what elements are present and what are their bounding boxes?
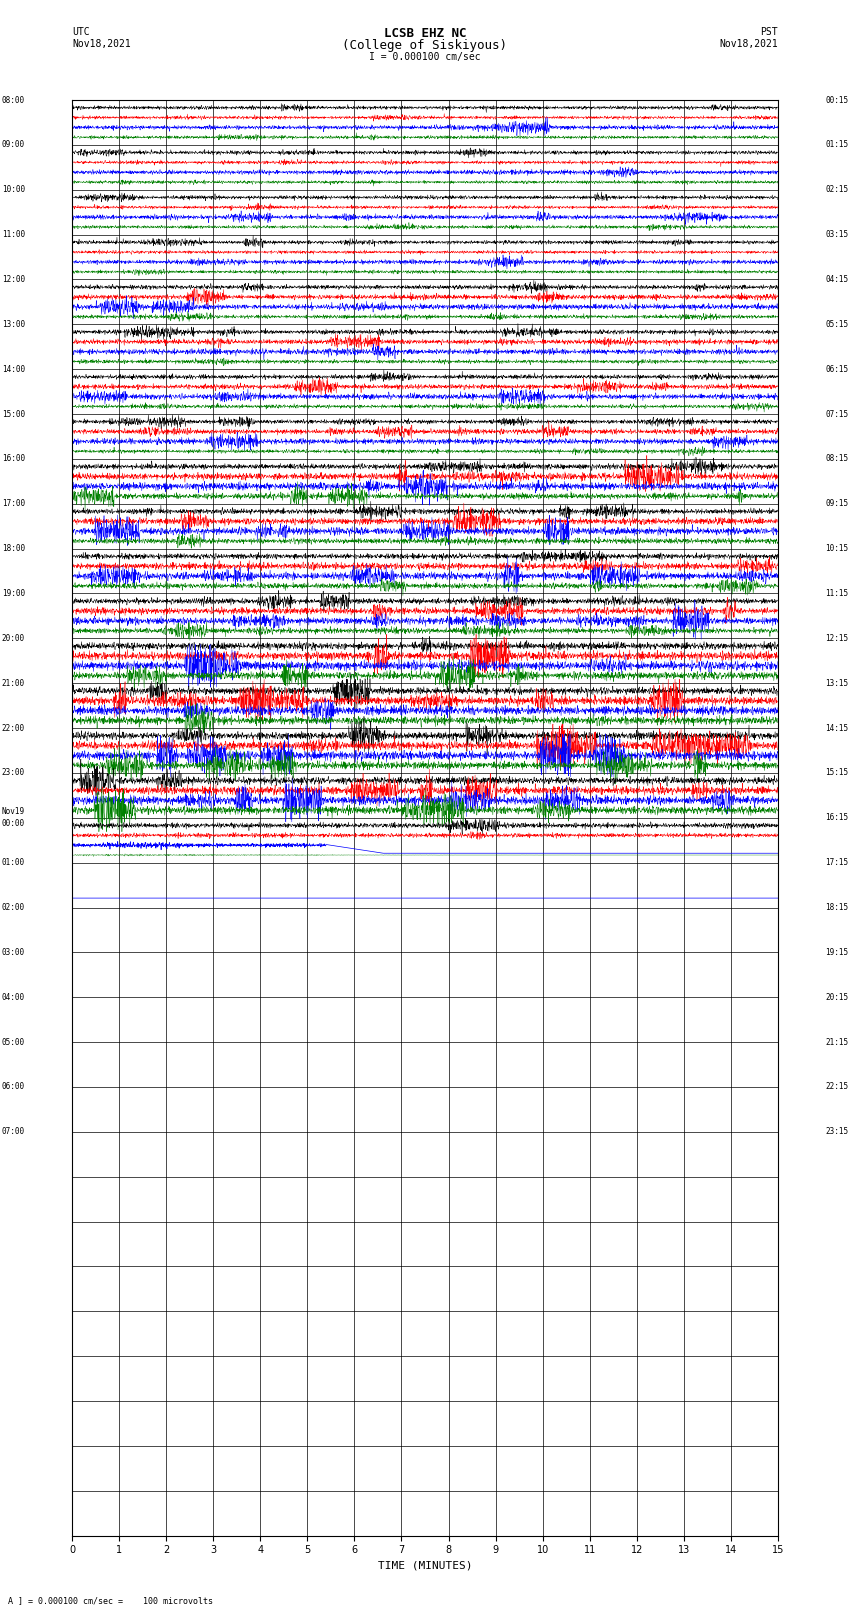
Text: I = 0.000100 cm/sec: I = 0.000100 cm/sec bbox=[369, 52, 481, 61]
Text: 09:15: 09:15 bbox=[825, 500, 848, 508]
Text: 15:00: 15:00 bbox=[2, 410, 25, 418]
Text: 09:00: 09:00 bbox=[2, 140, 25, 150]
Text: 08:00: 08:00 bbox=[2, 95, 25, 105]
Text: 00:00: 00:00 bbox=[2, 819, 25, 829]
Text: 19:15: 19:15 bbox=[825, 948, 848, 957]
Text: 18:00: 18:00 bbox=[2, 544, 25, 553]
Text: 15:15: 15:15 bbox=[825, 768, 848, 777]
Text: 03:15: 03:15 bbox=[825, 231, 848, 239]
Text: (College of Siskiyous): (College of Siskiyous) bbox=[343, 39, 507, 52]
Text: 12:00: 12:00 bbox=[2, 274, 25, 284]
Text: PST: PST bbox=[760, 27, 778, 37]
Text: 07:00: 07:00 bbox=[2, 1127, 25, 1136]
Text: 06:00: 06:00 bbox=[2, 1082, 25, 1092]
Text: 04:00: 04:00 bbox=[2, 992, 25, 1002]
Text: 01:00: 01:00 bbox=[2, 858, 25, 868]
Text: 17:15: 17:15 bbox=[825, 858, 848, 868]
Text: 20:00: 20:00 bbox=[2, 634, 25, 644]
Text: 07:15: 07:15 bbox=[825, 410, 848, 418]
Text: 10:00: 10:00 bbox=[2, 185, 25, 194]
Text: 11:00: 11:00 bbox=[2, 231, 25, 239]
Text: Nov19: Nov19 bbox=[2, 806, 25, 816]
Text: 14:00: 14:00 bbox=[2, 365, 25, 374]
Text: 22:15: 22:15 bbox=[825, 1082, 848, 1092]
Text: 22:00: 22:00 bbox=[2, 724, 25, 732]
Text: 13:15: 13:15 bbox=[825, 679, 848, 687]
Text: 02:15: 02:15 bbox=[825, 185, 848, 194]
X-axis label: TIME (MINUTES): TIME (MINUTES) bbox=[377, 1561, 473, 1571]
Text: 19:00: 19:00 bbox=[2, 589, 25, 598]
Text: 04:15: 04:15 bbox=[825, 274, 848, 284]
Text: 21:00: 21:00 bbox=[2, 679, 25, 687]
Text: 05:00: 05:00 bbox=[2, 1037, 25, 1047]
Text: 03:00: 03:00 bbox=[2, 948, 25, 957]
Text: LCSB EHZ NC: LCSB EHZ NC bbox=[383, 27, 467, 40]
Text: 23:15: 23:15 bbox=[825, 1127, 848, 1136]
Text: 12:15: 12:15 bbox=[825, 634, 848, 644]
Text: 11:15: 11:15 bbox=[825, 589, 848, 598]
Text: 14:15: 14:15 bbox=[825, 724, 848, 732]
Text: 00:15: 00:15 bbox=[825, 95, 848, 105]
Text: 13:00: 13:00 bbox=[2, 319, 25, 329]
Text: 18:15: 18:15 bbox=[825, 903, 848, 911]
Text: 23:00: 23:00 bbox=[2, 768, 25, 777]
Text: 20:15: 20:15 bbox=[825, 992, 848, 1002]
Text: 17:00: 17:00 bbox=[2, 500, 25, 508]
Text: 16:00: 16:00 bbox=[2, 455, 25, 463]
Text: 08:15: 08:15 bbox=[825, 455, 848, 463]
Text: Nov18,2021: Nov18,2021 bbox=[719, 39, 778, 48]
Text: A ] = 0.000100 cm/sec =    100 microvolts: A ] = 0.000100 cm/sec = 100 microvolts bbox=[8, 1595, 213, 1605]
Text: 02:00: 02:00 bbox=[2, 903, 25, 911]
Text: Nov18,2021: Nov18,2021 bbox=[72, 39, 131, 48]
Text: 01:15: 01:15 bbox=[825, 140, 848, 150]
Text: 05:15: 05:15 bbox=[825, 319, 848, 329]
Text: 06:15: 06:15 bbox=[825, 365, 848, 374]
Text: 10:15: 10:15 bbox=[825, 544, 848, 553]
Text: UTC: UTC bbox=[72, 27, 90, 37]
Text: 16:15: 16:15 bbox=[825, 813, 848, 823]
Text: 21:15: 21:15 bbox=[825, 1037, 848, 1047]
